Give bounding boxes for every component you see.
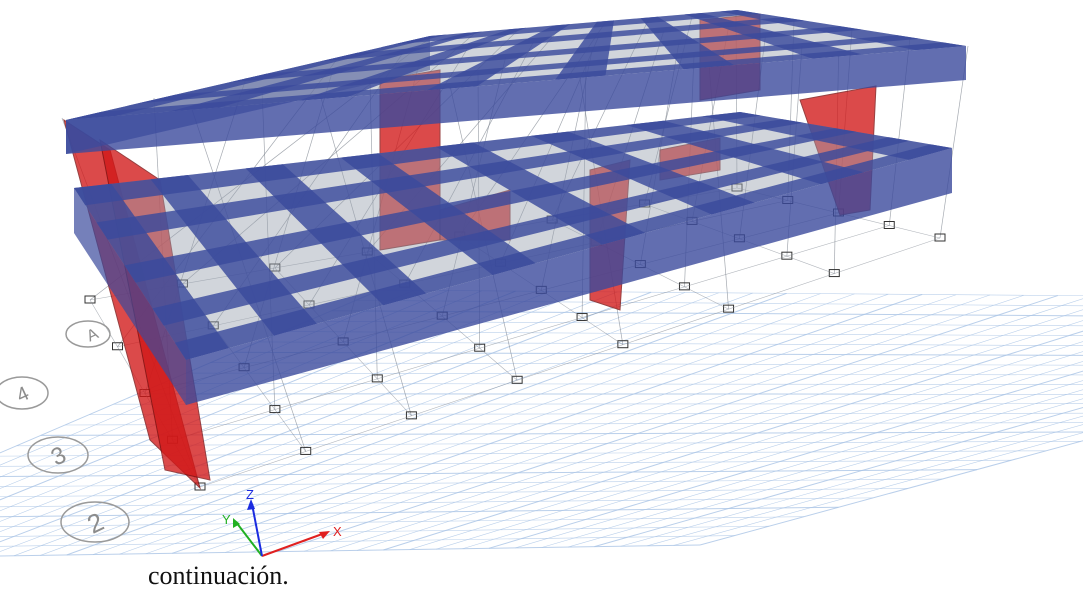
beam bbox=[152, 137, 910, 326]
caption-text: continuación. bbox=[148, 561, 289, 590]
beam bbox=[393, 10, 760, 45]
grid-line bbox=[234, 351, 1083, 356]
support-symbol bbox=[617, 340, 629, 349]
grid-line bbox=[40, 431, 1083, 436]
support-symbol bbox=[678, 282, 690, 291]
grid-line bbox=[0, 535, 735, 547]
grid-line bbox=[0, 469, 977, 478]
support-symbol bbox=[576, 313, 588, 322]
x-axis-arrowhead bbox=[319, 531, 330, 539]
grid-line bbox=[673, 432, 1083, 546]
grid-line bbox=[210, 362, 1083, 366]
grid-line bbox=[0, 506, 839, 518]
z-axis-arrow bbox=[251, 503, 263, 557]
grid-bubble-label: 4 bbox=[13, 382, 32, 407]
beam bbox=[74, 112, 762, 206]
support-symbol bbox=[371, 374, 383, 383]
grid-line bbox=[0, 497, 874, 508]
support-symbol bbox=[883, 221, 895, 229]
grid-line bbox=[0, 459, 1012, 467]
x-axis-arrow bbox=[261, 532, 326, 557]
grid-line bbox=[0, 544, 701, 557]
support-symbol bbox=[405, 411, 417, 420]
grid-line bbox=[113, 403, 1083, 405]
z-axis-label: Z bbox=[246, 487, 254, 502]
grid-line bbox=[331, 310, 1083, 317]
support-symbol bbox=[269, 263, 281, 272]
grid-bubble-label: 2 bbox=[83, 506, 109, 539]
x-axis-label: X bbox=[333, 524, 342, 539]
grid-bubble-2: 2 bbox=[60, 501, 130, 543]
grid-line bbox=[307, 320, 1083, 327]
support-symbol bbox=[300, 446, 312, 455]
support-symbol bbox=[723, 304, 735, 313]
support-symbol bbox=[731, 183, 743, 192]
grid-line bbox=[0, 516, 804, 527]
support-symbol bbox=[194, 482, 206, 491]
beam bbox=[124, 128, 857, 283]
structural-model-3d-view: 2 3 4 A X Y Z bbox=[0, 10, 1083, 557]
grid-line bbox=[0, 525, 770, 537]
floor-2-edge-left bbox=[74, 188, 186, 405]
support-symbol bbox=[112, 342, 123, 351]
y-axis-arrow bbox=[235, 521, 263, 557]
beam bbox=[66, 42, 966, 120]
support-symbol bbox=[511, 375, 523, 384]
grid-bubble-a: A bbox=[65, 320, 111, 348]
z-axis-arrowhead bbox=[247, 499, 255, 510]
y-axis-label: Y bbox=[222, 512, 231, 527]
grid-bubble-4: 4 bbox=[0, 376, 49, 410]
beam bbox=[229, 26, 864, 83]
beam bbox=[96, 119, 804, 240]
grid-line bbox=[0, 450, 1047, 457]
grid-line bbox=[161, 383, 1083, 385]
floor-3-edge-front bbox=[66, 46, 966, 154]
floor-2-edge-front bbox=[186, 148, 952, 405]
base-line bbox=[172, 225, 890, 441]
grid-line bbox=[186, 372, 1083, 376]
grid-bubble-label: A bbox=[84, 325, 101, 345]
grid-line bbox=[647, 424, 1083, 547]
y-axis-arrowhead bbox=[233, 518, 240, 528]
global-axes-triad: X Y Z bbox=[222, 487, 342, 557]
support-symbol bbox=[269, 405, 281, 414]
grid-bubble-3: 3 bbox=[27, 436, 89, 474]
grid-line bbox=[699, 440, 1083, 546]
support-symbol bbox=[474, 343, 486, 352]
base-line bbox=[199, 237, 941, 488]
beam bbox=[320, 17, 806, 62]
grid-line bbox=[0, 488, 908, 498]
floor-slabs bbox=[66, 10, 966, 405]
beam bbox=[174, 144, 953, 360]
beam bbox=[138, 35, 921, 104]
support-symbol bbox=[934, 233, 946, 242]
grid-line bbox=[258, 341, 1083, 346]
grid-line bbox=[0, 478, 943, 487]
support-symbol bbox=[828, 269, 840, 278]
grid-line bbox=[64, 422, 1083, 426]
grid-line bbox=[89, 412, 1083, 415]
support-symbol bbox=[84, 295, 96, 304]
support-symbol bbox=[781, 251, 793, 260]
